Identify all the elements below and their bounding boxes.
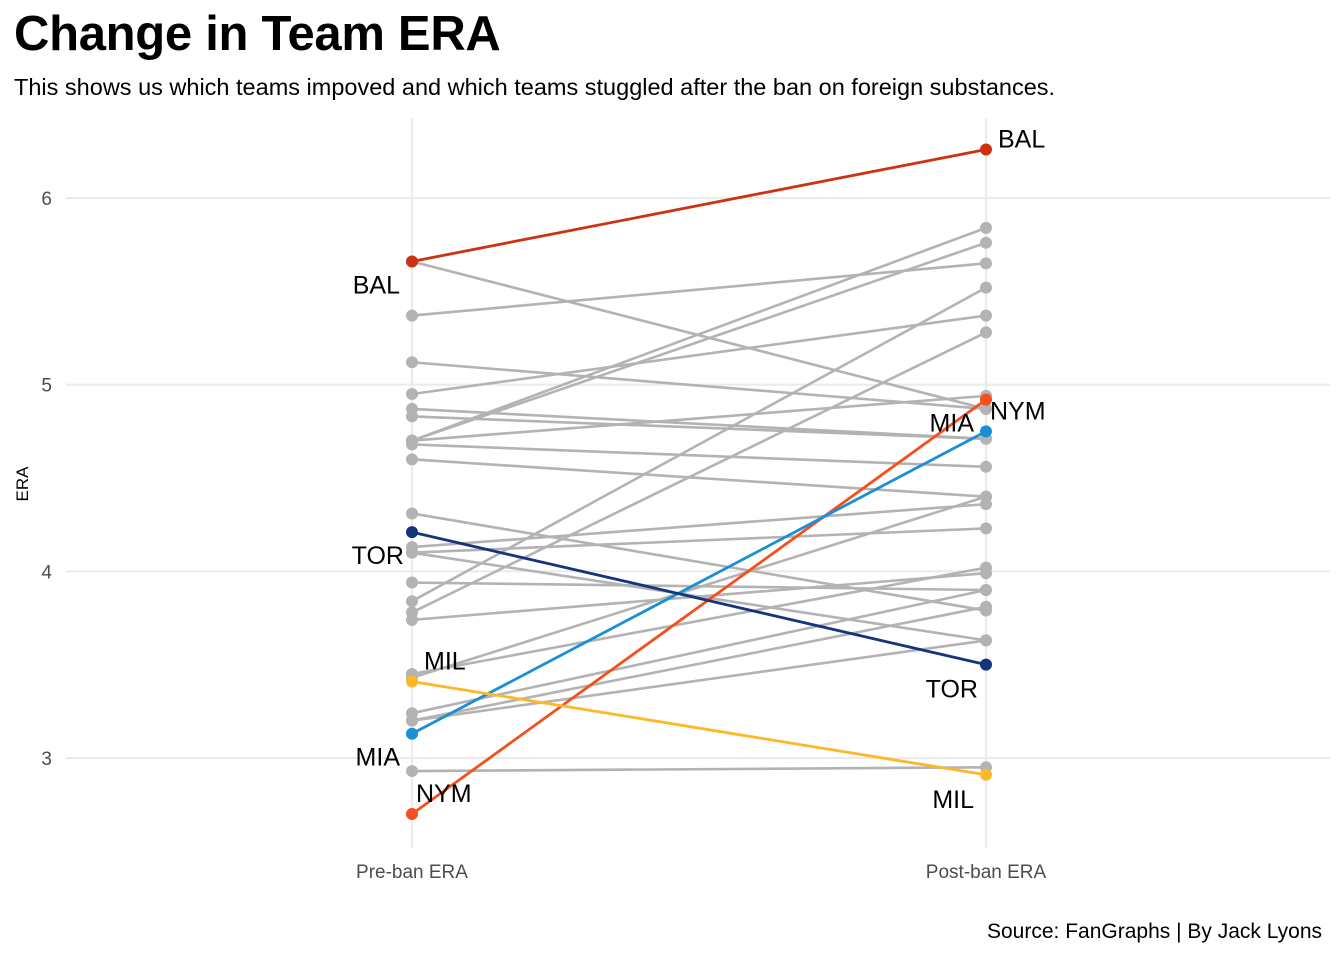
series-line [411, 639, 987, 722]
series-line [411, 495, 987, 679]
series-line-tor [411, 530, 987, 667]
point-pre [406, 714, 418, 727]
point-pre-mia [406, 727, 418, 740]
y-axis-title: ERA [13, 466, 32, 502]
y-tick-label: 5 [41, 376, 52, 397]
chart-subtitle: This shows us which teams impoved and wh… [14, 74, 1056, 100]
point-pre [406, 546, 418, 559]
team-label-pre-mil: MIL [424, 647, 466, 675]
point-post-mia [980, 425, 992, 438]
point-post-bal [980, 143, 992, 156]
series-line [411, 766, 987, 773]
team-label-post-bal: BAL [998, 125, 1045, 153]
point-post [980, 460, 992, 473]
point-pre-bal [406, 255, 418, 268]
x-tick-label: Pre-ban ERA [356, 862, 468, 883]
point-pre [406, 576, 418, 589]
y-tick-label: 4 [41, 562, 52, 583]
series-line [411, 588, 987, 715]
point-post [980, 634, 992, 647]
series-line-mia [411, 430, 987, 735]
series-line-bal [411, 148, 987, 263]
point-pre [406, 309, 418, 322]
point-post [980, 281, 992, 294]
team-label-pre-bal: BAL [353, 271, 400, 299]
point-pre [406, 453, 418, 466]
point-pre-nym [406, 808, 418, 820]
series-line [411, 360, 987, 411]
point-post [980, 236, 992, 249]
chart-caption: Source: FanGraphs | By Jack Lyons [987, 920, 1322, 943]
series-line [411, 415, 987, 441]
point-pre-mil [406, 675, 418, 688]
series-line-nym [411, 398, 987, 816]
chart-title: Change in Team ERA [14, 7, 501, 61]
point-post-nym [980, 393, 992, 406]
series-line [411, 241, 987, 442]
point-pre [406, 356, 418, 369]
team-label-post-mia: MIA [930, 409, 975, 437]
series-line-mil [411, 680, 987, 777]
point-pre [406, 765, 418, 778]
point-pre-tor [406, 526, 418, 539]
point-post-mil [980, 768, 992, 781]
series-line [411, 571, 987, 622]
series-line [411, 226, 987, 442]
point-post [980, 561, 992, 574]
point-post-tor [980, 658, 992, 671]
point-post [980, 326, 992, 339]
point-post [980, 402, 992, 415]
series-line [411, 605, 987, 722]
y-tick-label: 6 [41, 189, 52, 210]
team-labels: BAL TOR MIL MIA NYM BAL NYM MIA TOR MIL [352, 125, 1046, 813]
series-line [411, 502, 987, 549]
series-line [411, 331, 987, 614]
team-label-post-mil: MIL [932, 786, 974, 814]
y-tick-label: 3 [41, 749, 52, 770]
point-pre [406, 595, 418, 608]
series-line [411, 394, 987, 442]
point-post [980, 600, 992, 613]
gray-lines [406, 221, 992, 778]
x-axis-ticks: Pre-ban ERA Post-ban ERA [356, 862, 1046, 883]
team-label-post-nym: NYM [990, 398, 1046, 426]
series-line [411, 314, 987, 396]
point-post [980, 522, 992, 535]
series-line [411, 566, 987, 676]
x-tick-label: Post-ban ERA [926, 862, 1047, 883]
team-label-pre-tor: TOR [352, 542, 404, 570]
point-pre [406, 613, 418, 626]
series-line [411, 458, 987, 498]
point-pre [406, 410, 418, 423]
team-label-pre-nym: NYM [416, 780, 472, 808]
series-line [411, 262, 987, 317]
series-line [411, 443, 987, 469]
series-line [411, 286, 987, 603]
point-pre [406, 507, 418, 520]
team-label-post-tor: TOR [926, 676, 978, 704]
team-label-pre-mia: MIA [356, 744, 401, 772]
y-axis-ticks: 3 4 5 6 [41, 189, 52, 770]
highlight-lines [406, 143, 992, 820]
point-post [980, 257, 992, 270]
point-pre [406, 388, 418, 400]
point-pre [406, 438, 418, 451]
point-post [980, 490, 992, 503]
series-line [411, 512, 987, 612]
grid [66, 118, 1330, 848]
point-post [980, 221, 992, 234]
point-post [980, 309, 992, 322]
point-post [980, 584, 992, 596]
